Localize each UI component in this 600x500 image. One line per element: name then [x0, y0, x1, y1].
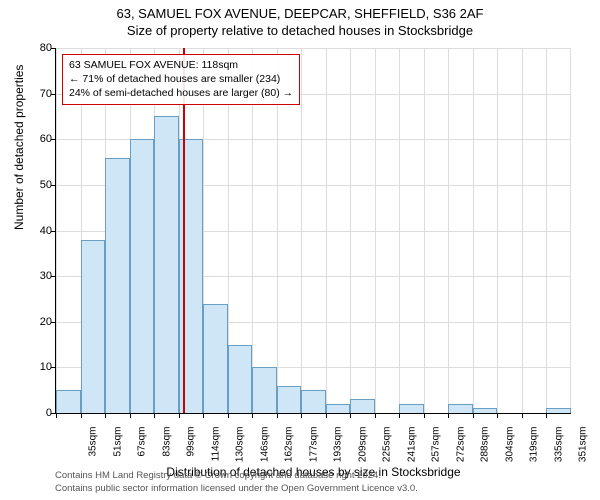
xtick-label: 257sqm	[431, 427, 442, 467]
ytick-label: 60	[24, 133, 52, 145]
xtick-label: 67sqm	[137, 427, 148, 467]
histogram-bar	[105, 158, 130, 414]
chart-subtitle: Size of property relative to detached ho…	[0, 23, 600, 38]
histogram-bar	[252, 367, 277, 413]
xtick-mark	[301, 413, 302, 418]
histogram-bar	[81, 240, 106, 413]
xtick-label: 162sqm	[284, 427, 295, 467]
histogram-bar	[228, 345, 253, 413]
xtick-mark	[375, 413, 376, 418]
xtick-label: 130sqm	[235, 427, 246, 467]
chart-container: 63, SAMUEL FOX AVENUE, DEEPCAR, SHEFFIEL…	[0, 0, 600, 500]
histogram-bar	[203, 304, 228, 414]
grid-line-v	[497, 48, 498, 413]
histogram-bar	[473, 408, 498, 413]
footer-attribution: Contains HM Land Registry data © Crown c…	[55, 470, 418, 495]
grid-line-v	[56, 48, 57, 413]
xtick-label: 319sqm	[529, 427, 540, 467]
xtick-label: 241sqm	[406, 427, 417, 467]
xtick-mark	[546, 413, 547, 418]
grid-line-v	[399, 48, 400, 413]
xtick-label: 335sqm	[553, 427, 564, 467]
grid-line-v	[424, 48, 425, 413]
xtick-mark	[350, 413, 351, 418]
xtick-mark	[522, 413, 523, 418]
histogram-bar	[326, 404, 351, 413]
xtick-mark	[56, 413, 57, 418]
xtick-label: 146sqm	[259, 427, 270, 467]
grid-line-v	[522, 48, 523, 413]
marker-info-box: 63 SAMUEL FOX AVENUE: 118sqm ← 71% of de…	[62, 54, 300, 105]
grid-line-v	[350, 48, 351, 413]
histogram-bar	[448, 404, 473, 413]
xtick-mark	[497, 413, 498, 418]
info-line-2: ← 71% of detached houses are smaller (23…	[69, 72, 293, 86]
grid-line-v	[326, 48, 327, 413]
xtick-label: 225sqm	[382, 427, 393, 467]
xtick-label: 114sqm	[210, 427, 221, 467]
grid-line-v	[473, 48, 474, 413]
info-line-1: 63 SAMUEL FOX AVENUE: 118sqm	[69, 58, 293, 72]
xtick-label: 83sqm	[161, 427, 172, 467]
grid-line-v	[448, 48, 449, 413]
xtick-mark	[277, 413, 278, 418]
ytick-label: 30	[24, 270, 52, 282]
footer-line-2: Contains public sector information licen…	[55, 483, 418, 495]
histogram-bar	[154, 116, 179, 413]
info-line-3: 24% of semi-detached houses are larger (…	[69, 86, 293, 100]
xtick-label: 51sqm	[112, 427, 123, 467]
xtick-mark	[228, 413, 229, 418]
grid-line-v	[570, 48, 571, 413]
chart-area: 63 SAMUEL FOX AVENUE: 118sqm ← 71% of de…	[55, 48, 570, 413]
histogram-bar	[277, 386, 302, 413]
grid-line-v	[375, 48, 376, 413]
xtick-mark	[154, 413, 155, 418]
plot-region: 63 SAMUEL FOX AVENUE: 118sqm ← 71% of de…	[55, 48, 571, 414]
xtick-mark	[448, 413, 449, 418]
xtick-label: 209sqm	[357, 427, 368, 467]
xtick-mark	[130, 413, 131, 418]
xtick-mark	[252, 413, 253, 418]
xtick-label: 35sqm	[88, 427, 99, 467]
chart-title: 63, SAMUEL FOX AVENUE, DEEPCAR, SHEFFIEL…	[0, 6, 600, 21]
histogram-bar	[399, 404, 424, 413]
xtick-label: 272sqm	[455, 427, 466, 467]
ytick-label: 40	[24, 225, 52, 237]
ytick-label: 50	[24, 179, 52, 191]
xtick-label: 177sqm	[308, 427, 319, 467]
xtick-mark	[179, 413, 180, 418]
grid-line-v	[301, 48, 302, 413]
ytick-label: 80	[24, 42, 52, 54]
xtick-label: 193sqm	[333, 427, 344, 467]
xtick-label: 351sqm	[578, 427, 589, 467]
histogram-bar	[56, 390, 81, 413]
histogram-bar	[130, 139, 155, 413]
grid-line-h	[56, 48, 571, 49]
xtick-mark	[424, 413, 425, 418]
histogram-bar	[546, 408, 571, 413]
ytick-label: 20	[24, 316, 52, 328]
ytick-label: 70	[24, 88, 52, 100]
histogram-bar	[350, 399, 375, 413]
xtick-mark	[203, 413, 204, 418]
xtick-mark	[399, 413, 400, 418]
xtick-mark	[473, 413, 474, 418]
xtick-label: 304sqm	[504, 427, 515, 467]
xtick-mark	[81, 413, 82, 418]
ytick-label: 10	[24, 361, 52, 373]
xtick-label: 288sqm	[480, 427, 491, 467]
xtick-mark	[326, 413, 327, 418]
footer-line-1: Contains HM Land Registry data © Crown c…	[55, 470, 418, 482]
xtick-mark	[105, 413, 106, 418]
grid-line-v	[546, 48, 547, 413]
histogram-bar	[301, 390, 326, 413]
xtick-label: 99sqm	[186, 427, 197, 467]
title-block: 63, SAMUEL FOX AVENUE, DEEPCAR, SHEFFIEL…	[0, 0, 600, 38]
ytick-label: 0	[24, 407, 52, 419]
